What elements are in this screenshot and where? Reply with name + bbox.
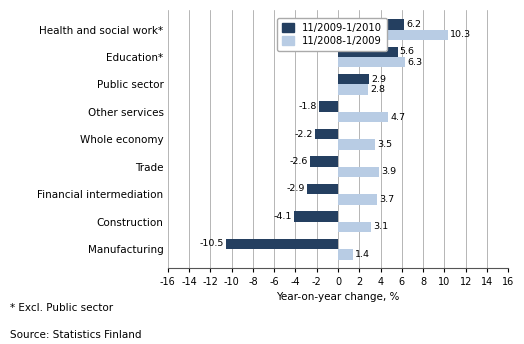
Bar — [338, 74, 369, 84]
Text: 3.1: 3.1 — [373, 222, 388, 232]
Text: 4.7: 4.7 — [390, 112, 405, 121]
Bar — [319, 101, 338, 112]
Legend: 11/2009-1/2010, 11/2008-1/2009: 11/2009-1/2010, 11/2008-1/2009 — [277, 18, 387, 51]
Text: -10.5: -10.5 — [200, 239, 224, 248]
Bar — [338, 167, 379, 177]
Bar — [338, 46, 398, 57]
Text: 2.9: 2.9 — [371, 75, 386, 84]
Text: Source: Statistics Finland: Source: Statistics Finland — [10, 330, 142, 340]
Text: -1.8: -1.8 — [298, 102, 316, 111]
Text: 1.4: 1.4 — [355, 250, 370, 259]
Bar — [338, 249, 353, 259]
Text: 3.9: 3.9 — [381, 168, 397, 176]
X-axis label: Year-on-year change, %: Year-on-year change, % — [276, 291, 400, 301]
Text: 5.6: 5.6 — [400, 47, 414, 56]
Text: -4.1: -4.1 — [274, 212, 292, 221]
Bar — [226, 239, 338, 249]
Bar — [338, 139, 375, 150]
Text: -2.9: -2.9 — [287, 184, 305, 193]
Text: 3.5: 3.5 — [377, 140, 392, 149]
Text: 2.8: 2.8 — [370, 85, 385, 94]
Text: 3.7: 3.7 — [379, 195, 395, 204]
Bar — [307, 184, 338, 194]
Bar — [338, 84, 368, 95]
Text: -2.6: -2.6 — [290, 157, 308, 166]
Text: 6.3: 6.3 — [407, 58, 422, 67]
Bar — [338, 57, 405, 67]
Bar — [338, 112, 388, 122]
Bar — [314, 129, 338, 139]
Bar — [338, 194, 377, 205]
Bar — [294, 211, 338, 222]
Text: 10.3: 10.3 — [450, 30, 471, 39]
Bar — [338, 19, 404, 30]
Bar — [338, 30, 447, 40]
Bar — [310, 156, 338, 167]
Bar — [338, 222, 371, 232]
Text: -2.2: -2.2 — [294, 130, 312, 139]
Text: 6.2: 6.2 — [406, 20, 421, 29]
Text: * Excl. Public sector: * Excl. Public sector — [10, 303, 114, 313]
